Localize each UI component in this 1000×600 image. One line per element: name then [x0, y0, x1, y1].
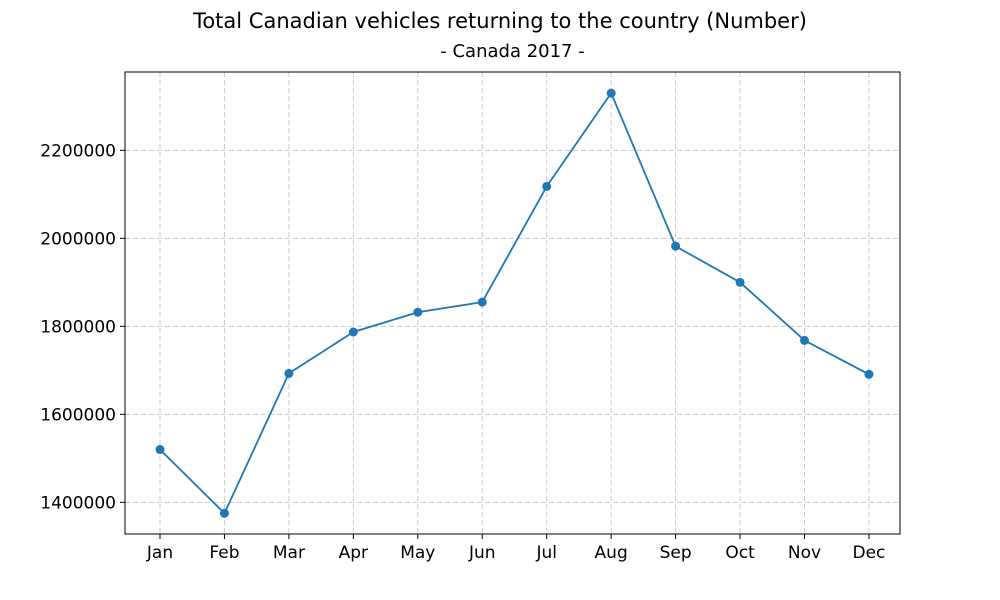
x-tick-label: Mar: [273, 543, 305, 563]
x-tick-label: May: [400, 543, 435, 563]
data-point: [477, 297, 487, 307]
x-tick-label: Nov: [788, 543, 821, 563]
x-tick-label: Feb: [209, 543, 239, 563]
chart-subtitle: - Canada 2017 -: [440, 41, 585, 62]
x-tick-label: Jun: [468, 543, 496, 563]
data-point: [413, 307, 423, 317]
x-tick-label: Aug: [595, 543, 628, 563]
y-tick-label: 1800000: [40, 317, 116, 337]
x-tick-label: Jan: [146, 543, 173, 563]
data-point: [542, 181, 552, 191]
data-point: [671, 241, 681, 251]
x-tick-label: Dec: [852, 543, 885, 563]
series-layer: [155, 88, 874, 518]
data-point: [800, 335, 809, 345]
y-tick-label: 1400000: [40, 493, 116, 513]
series-line: [159, 92, 870, 515]
data-point: [735, 277, 745, 287]
chart-title: Total Canadian vehicles returning to the…: [193, 9, 807, 33]
y-tick-label: 1600000: [40, 405, 116, 425]
plot-frame: [124, 71, 901, 535]
x-tick-label: Sep: [660, 543, 692, 563]
data-point: [155, 445, 165, 455]
grid: [125, 72, 900, 534]
data-point: [284, 368, 294, 378]
data-point: [348, 327, 358, 337]
x-axis: Jan Feb Mar Apr May Jun Jul Aug Sep Oct Nov Dec: [146, 534, 885, 563]
x-tick-label: Apr: [339, 543, 368, 563]
data-point: [219, 508, 229, 518]
y-axis: 1400000 1600000 1800000 2000000 2200000: [40, 141, 125, 513]
x-tick-label: Oct: [725, 543, 755, 563]
data-point: [606, 88, 616, 98]
data-point: [864, 369, 874, 379]
y-tick-label: 2000000: [40, 229, 116, 249]
x-tick-label: Jul: [535, 543, 557, 563]
y-tick-label: 2200000: [40, 141, 116, 161]
